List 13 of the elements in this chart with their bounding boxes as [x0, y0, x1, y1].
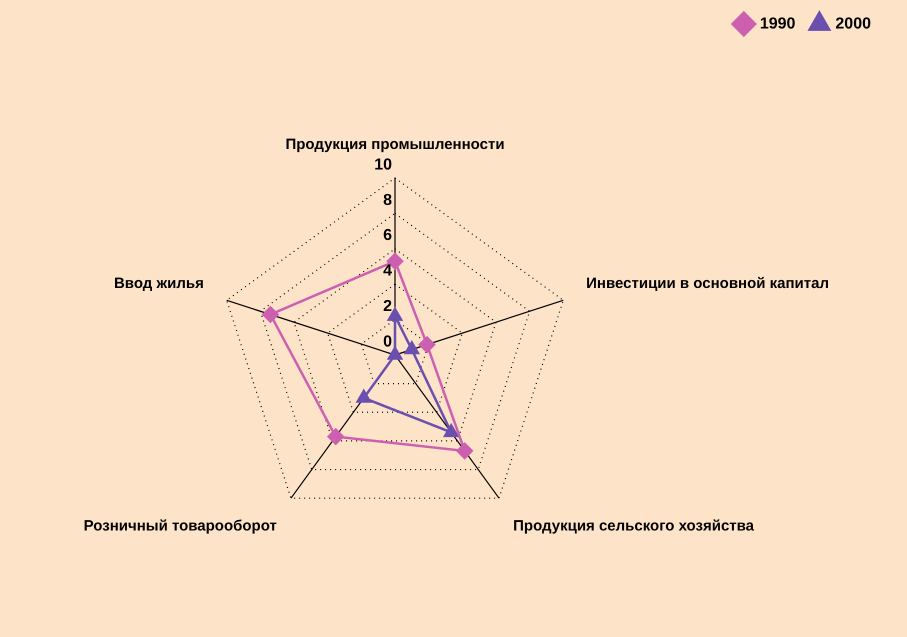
- y-tick-label: 4: [383, 262, 392, 280]
- legend-label: 1990: [760, 15, 796, 32]
- legend-label: 2000: [835, 15, 872, 32]
- y-tick-label: 2: [383, 298, 392, 316]
- spoke-label: Продукция сельского хозяйства: [513, 518, 755, 535]
- spoke-label: Ввод жилья: [114, 275, 204, 292]
- y-tick-label: 0: [383, 333, 392, 350]
- spoke-label: Инвестиции в основной капитал: [586, 275, 830, 292]
- y-tick-label: 10: [374, 156, 392, 174]
- spoke-label: Продукция промышленности: [285, 136, 505, 154]
- y-tick-label: 6: [383, 227, 392, 244]
- y-tick-label: 8: [383, 192, 392, 209]
- spoke-label: Розничный товарооборот: [84, 518, 277, 535]
